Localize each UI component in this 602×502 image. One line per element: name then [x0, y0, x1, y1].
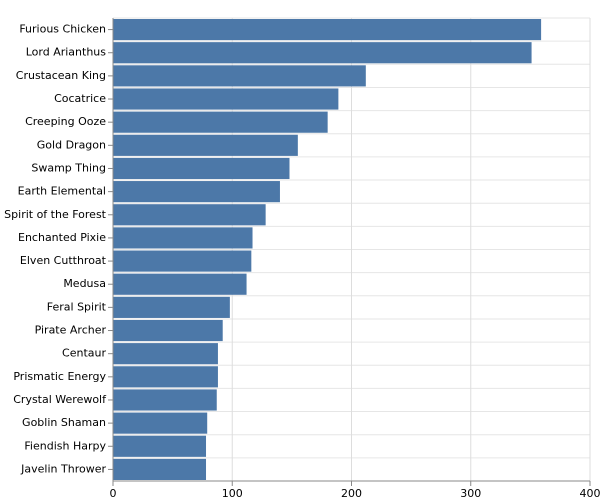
y-tick-label: Elven Cutthroat	[20, 254, 107, 267]
y-tick-label: Centaur	[62, 347, 106, 360]
bar	[113, 435, 207, 457]
x-tick-label: 300	[460, 487, 481, 500]
y-tick-label: Medusa	[63, 277, 106, 290]
bar	[113, 319, 223, 342]
y-tick-label: Goblin Shaman	[22, 416, 106, 429]
bar	[113, 343, 218, 365]
bar	[113, 412, 208, 434]
bar	[113, 366, 218, 388]
bar	[113, 227, 253, 249]
bar	[113, 250, 252, 272]
bar	[113, 19, 542, 41]
y-tick-label: Feral Spirit	[47, 300, 107, 313]
y-tick-label: Swamp Thing	[31, 161, 106, 174]
bar	[113, 88, 339, 110]
y-tick-label: Lord Arianthus	[26, 46, 107, 59]
bar	[113, 389, 217, 411]
y-tick-label: Fiendish Harpy	[24, 439, 106, 452]
y-tick-label: Furious Chicken	[19, 23, 106, 36]
bar	[113, 458, 207, 480]
bar	[113, 42, 532, 64]
y-tick-label: Prismatic Energy	[13, 370, 106, 383]
x-tick-label: 200	[341, 487, 362, 500]
bar	[113, 273, 247, 295]
bar	[113, 296, 230, 318]
bar	[113, 204, 266, 226]
y-tick-label: Javelin Thrower	[20, 462, 106, 475]
bar	[113, 111, 328, 133]
y-tick-label: Pirate Archer	[35, 324, 107, 337]
x-tick-label: 0	[110, 487, 117, 500]
y-tick-label: Cocatrice	[54, 92, 106, 105]
bar	[113, 157, 290, 180]
y-tick-label: Enchanted Pixie	[18, 231, 106, 244]
y-tick-label: Spirit of the Forest	[4, 208, 107, 221]
y-tick-label: Earth Elemental	[18, 185, 106, 198]
bar	[113, 181, 280, 203]
x-tick-label: 400	[580, 487, 601, 500]
y-tick-label: Crustacean King	[16, 69, 106, 82]
bar	[113, 134, 298, 156]
bar	[113, 65, 366, 87]
y-tick-label: Creeping Ooze	[25, 115, 106, 128]
y-tick-label: Crystal Werewolf	[13, 393, 107, 406]
x-tick-label: 100	[222, 487, 243, 500]
y-tick-label: Gold Dragon	[37, 138, 106, 151]
